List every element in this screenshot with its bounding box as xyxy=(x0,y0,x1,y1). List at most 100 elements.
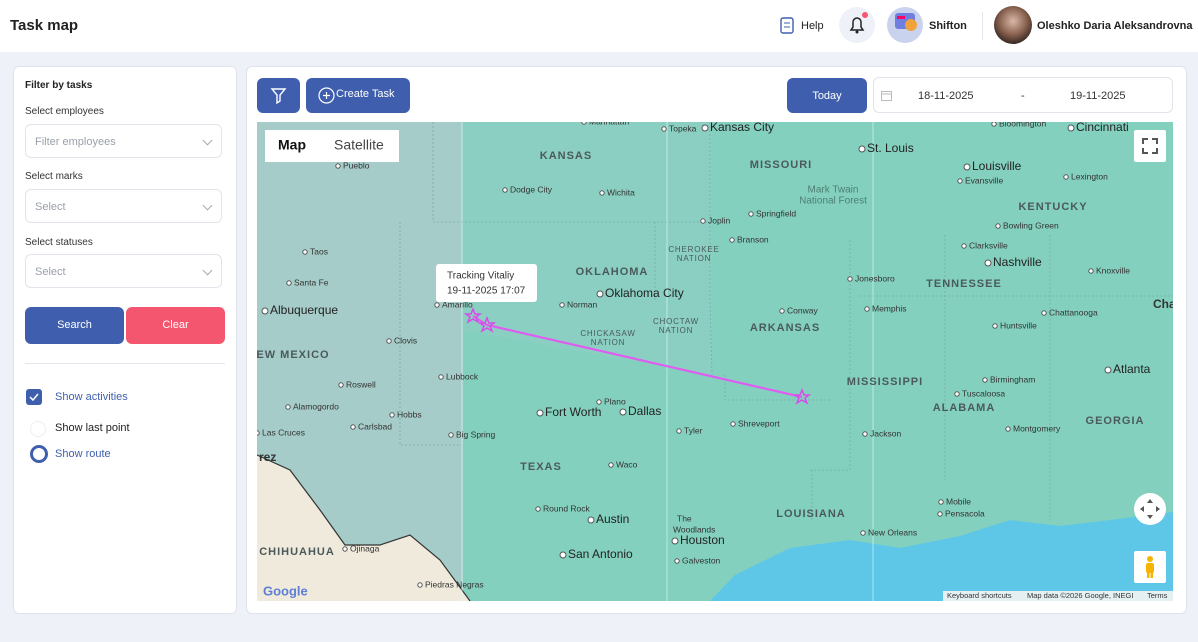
clear-button[interactable]: Clear xyxy=(126,307,225,344)
map-label: New Orleans xyxy=(868,527,917,537)
city-dot xyxy=(438,374,444,380)
map-label: Mobile xyxy=(946,496,971,506)
company-avatar[interactable] xyxy=(887,7,923,43)
divider xyxy=(25,363,225,364)
statuses-select[interactable]: Select xyxy=(25,254,222,288)
city-dot xyxy=(1104,366,1112,374)
city-dot xyxy=(1088,268,1094,274)
map-label: MISSISSIPPI xyxy=(847,376,923,388)
map-label: Austin xyxy=(596,512,629,526)
city-dot xyxy=(417,582,423,588)
map-label: Cha xyxy=(1153,297,1173,311)
satellite-tab[interactable]: Satellite xyxy=(334,137,384,153)
search-button[interactable]: Search xyxy=(25,307,124,344)
map-label: CHEROKEE xyxy=(668,245,719,254)
route-radio[interactable] xyxy=(30,445,48,463)
filter-toggle[interactable] xyxy=(257,78,300,113)
map-label: San Antonio xyxy=(568,547,633,561)
map-label: Shreveport xyxy=(738,418,780,428)
notifications[interactable] xyxy=(839,7,875,43)
city-dot xyxy=(581,122,587,125)
map-label: Tyler xyxy=(684,425,703,435)
map-label: St. Louis xyxy=(867,141,914,155)
user-name[interactable]: Oleshko Daria Aleksandrovna xyxy=(1037,20,1193,32)
city-dot xyxy=(342,546,348,552)
google-logo: Google xyxy=(263,583,308,598)
marks-select[interactable]: Select xyxy=(25,189,222,223)
fullscreen-button[interactable] xyxy=(1134,130,1166,162)
create-task-button[interactable]: Create Task xyxy=(306,78,410,113)
activities-checkbox[interactable] xyxy=(26,389,42,405)
map-label: Wichita xyxy=(607,187,635,197)
map-label: Round Rock xyxy=(543,503,591,513)
street-view-button[interactable] xyxy=(1134,551,1166,583)
city-dot xyxy=(559,551,567,559)
map-label: Las Cruces xyxy=(262,427,305,437)
map-label: Hobbs xyxy=(397,409,422,419)
map-label: Santa Fe xyxy=(294,277,329,287)
map-label: Oklahoma City xyxy=(605,286,684,300)
map-label: Piedras Negras xyxy=(425,579,484,589)
city-dot xyxy=(335,163,341,169)
map-label: Conway xyxy=(787,305,818,315)
city-dot xyxy=(779,308,785,314)
last-point-label[interactable]: Show last point xyxy=(55,422,130,434)
date-range[interactable]: 18-11-2025 - 19-11-2025 xyxy=(873,77,1173,113)
map-label: Joplin xyxy=(708,215,730,225)
city-dot xyxy=(1063,174,1069,180)
map-tab[interactable]: Map xyxy=(278,137,306,153)
marks-placeholder: Select xyxy=(35,201,66,213)
map-label: Albuquerque xyxy=(270,303,338,317)
employees-label: Select employees xyxy=(25,106,104,117)
route-start-marker[interactable] xyxy=(463,306,483,324)
pan-control[interactable] xyxy=(1134,493,1166,525)
map-label: Topeka xyxy=(669,123,697,133)
date-separator: - xyxy=(1021,90,1025,102)
employees-select[interactable]: Filter employees xyxy=(25,124,222,158)
route-label[interactable]: Show route xyxy=(55,448,111,460)
city-dot xyxy=(864,306,870,312)
route-point-marker[interactable] xyxy=(477,315,497,333)
city-dot xyxy=(1005,426,1011,432)
city-dot xyxy=(596,290,604,298)
map-label: OKLAHOMA xyxy=(576,266,649,278)
city-dot xyxy=(858,145,866,153)
date-to[interactable]: 19-11-2025 xyxy=(1070,90,1126,102)
help-link[interactable]: Help xyxy=(801,20,824,32)
date-from[interactable]: 18-11-2025 xyxy=(918,90,974,102)
city-dot xyxy=(963,163,971,171)
route-end-marker[interactable] xyxy=(792,387,812,405)
map-label: TENNESSEE xyxy=(926,278,1002,290)
last-point-radio[interactable] xyxy=(30,421,46,437)
map-label: GEORGIA xyxy=(1086,415,1145,427)
tooltip-title: Tracking Vitaliy xyxy=(447,271,514,282)
city-dot xyxy=(587,516,595,524)
city-dot xyxy=(536,409,544,417)
filter-title: Filter by tasks xyxy=(25,80,93,91)
map-label: Manhattan xyxy=(589,122,629,126)
map[interactable]: KANSAS MISSOURI OKLAHOMA ARKANSAS TENNESSEE K… xyxy=(257,122,1173,601)
city-dot xyxy=(302,249,308,255)
today-button[interactable]: Today xyxy=(787,78,867,113)
activities-label[interactable]: Show activities xyxy=(55,391,128,403)
filter-panel: Filter by tasks Select employees Filter … xyxy=(13,66,237,614)
map-label: CHIHUAHUA xyxy=(259,546,335,558)
page-title: Task map xyxy=(10,17,79,34)
help-icon[interactable] xyxy=(779,17,795,35)
map-label: Lubbock xyxy=(446,371,479,381)
map-label: TEXAS xyxy=(520,461,562,473)
user-avatar[interactable] xyxy=(994,6,1032,44)
city-dot xyxy=(261,307,269,315)
company-name: Shifton xyxy=(929,20,967,32)
city-dot xyxy=(599,190,605,196)
map-label: Huntsville xyxy=(1000,320,1037,330)
keyboard-shortcuts[interactable]: Keyboard shortcuts xyxy=(947,591,1012,600)
map-label: Clarksville xyxy=(969,240,1008,250)
map-label: Chattanooga xyxy=(1049,307,1098,317)
map-label: NATION xyxy=(591,338,625,347)
map-label: Waco xyxy=(616,459,638,469)
city-dot xyxy=(350,424,356,430)
map-label: KANSAS xyxy=(540,150,592,162)
map-label: Bowling Green xyxy=(1003,220,1059,230)
terms-link[interactable]: Terms xyxy=(1147,591,1168,600)
